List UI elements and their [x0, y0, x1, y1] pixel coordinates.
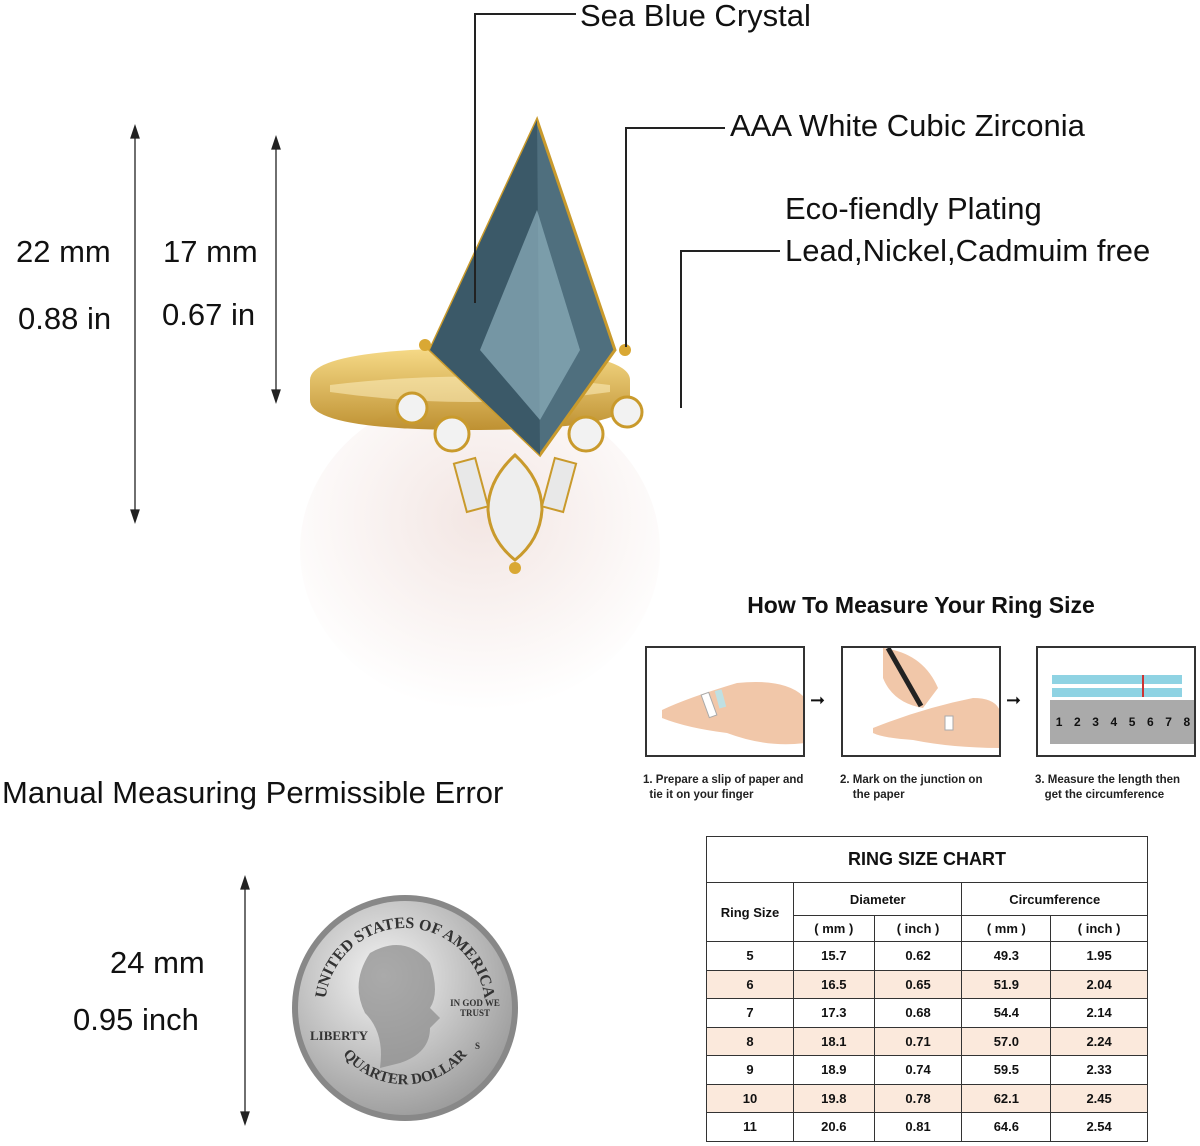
ring-size-chart: RING SIZE CHART Ring Size Diameter Circu… — [706, 836, 1148, 1142]
table-cell: 1.95 — [1050, 941, 1148, 971]
unit-inch: ( inch ) — [873, 915, 963, 942]
callout-crystal: Sea Blue Crystal — [580, 0, 811, 33]
callout-plating-free: Lead,Nickel,Cadmuim free — [785, 233, 1151, 268]
coin-liberty: LIBERTY — [310, 1028, 369, 1043]
table-cell: 11 — [706, 1112, 794, 1142]
table-row: 6 16.5 0.65 51.9 2.04 — [706, 969, 1148, 999]
table-cell: 16.5 — [793, 969, 875, 999]
table-cell: 49.3 — [961, 941, 1052, 971]
arrow-right-icon: ➞ — [810, 690, 826, 710]
table-cell: 54.4 — [961, 998, 1052, 1028]
table-cell: 8 — [706, 1026, 794, 1056]
table-row: 10 19.8 0.78 62.1 2.45 — [706, 1083, 1148, 1113]
table-cell: 2.14 — [1050, 998, 1148, 1028]
callout-zirconia: AAA White Cubic Zirconia — [730, 108, 1085, 143]
coin-diameter-mm: 24 mm — [110, 945, 205, 980]
coin-diameter-in: 0.95 inch — [73, 1002, 199, 1037]
ring-image — [300, 115, 660, 710]
table-cell: 2.54 — [1050, 1112, 1148, 1142]
table-cell: 2.33 — [1050, 1055, 1148, 1085]
quarter-coin-image: UNITED STATES OF AMERICA QUARTER DOLLAR … — [290, 893, 520, 1123]
error-note: Manual Measuring Permissible Error — [2, 775, 504, 810]
table-cell: 18.1 — [793, 1026, 875, 1056]
unit-inch: ( inch ) — [1050, 915, 1148, 942]
dimension-arrows — [130, 123, 281, 1127]
table-cell: 0.62 — [873, 941, 963, 971]
table-cell: 2.24 — [1050, 1026, 1148, 1056]
table-cell: 5 — [706, 941, 794, 971]
table-cell: 10 — [706, 1083, 794, 1113]
table-cell: 9 — [706, 1055, 794, 1085]
table-cell: 15.7 — [793, 941, 875, 971]
step-1-image — [645, 646, 805, 757]
unit-mm: ( mm ) — [793, 915, 875, 942]
table-cell: 2.04 — [1050, 969, 1148, 999]
table-cell: 57.0 — [961, 1026, 1052, 1056]
stone-height-mm: 17 mm — [163, 234, 258, 269]
col-diameter: Diameter — [792, 882, 963, 916]
table-row: 9 18.9 0.74 59.5 2.33 — [706, 1055, 1148, 1085]
step-2-image — [841, 646, 1001, 757]
table-cell: 0.71 — [873, 1026, 963, 1056]
chart-title: RING SIZE CHART — [706, 836, 1148, 883]
table-cell: 6 — [706, 969, 794, 999]
table-cell: 17.3 — [793, 998, 875, 1028]
table-cell: 0.74 — [873, 1055, 963, 1085]
table-row: 11 20.6 0.81 64.6 2.54 — [706, 1112, 1148, 1142]
total-height-mm: 22 mm — [16, 234, 111, 269]
table-cell: 0.68 — [873, 998, 963, 1028]
unit-mm: ( mm ) — [961, 915, 1052, 942]
table-cell: 18.9 — [793, 1055, 875, 1085]
arrow-right-icon: ➞ — [1006, 690, 1022, 710]
table-cell: 62.1 — [961, 1083, 1052, 1113]
step-3-caption: 3. Measure the length then get the circu… — [1035, 774, 1181, 801]
table-cell: 2.45 — [1050, 1083, 1148, 1113]
table-cell: 51.9 — [961, 969, 1052, 999]
table-cell: 0.81 — [873, 1112, 963, 1142]
measure-title: How To Measure Your Ring Size — [747, 592, 1095, 618]
table-cell: 59.5 — [961, 1055, 1052, 1085]
col-circumference: Circumference — [961, 882, 1148, 916]
table-cell: 19.8 — [793, 1083, 875, 1113]
table-cell: 0.65 — [873, 969, 963, 999]
col-ring-size: Ring Size — [706, 882, 794, 942]
table-cell: 7 — [706, 998, 794, 1028]
table-row: 5 15.7 0.62 49.3 1.95 — [706, 941, 1148, 971]
stone-height-in: 0.67 in — [162, 297, 256, 332]
step-1-caption: 1. Prepare a slip of paper and tie it on… — [643, 774, 804, 801]
table-cell: 64.6 — [961, 1112, 1052, 1142]
table-row: 7 17.3 0.68 54.4 2.14 — [706, 998, 1148, 1028]
step-2-caption: 2. Mark on the junction on the paper — [840, 774, 983, 801]
coin-motto: IN GOD WE TRUST — [450, 998, 500, 1018]
table-row: 8 18.1 0.71 57.0 2.24 — [706, 1026, 1148, 1056]
coin-mint: S — [475, 1041, 481, 1051]
table-cell: 20.6 — [793, 1112, 875, 1142]
callout-plating: Eco-fiendly Plating — [785, 191, 1042, 226]
table-cell: 0.78 — [873, 1083, 963, 1113]
total-height-in: 0.88 in — [18, 301, 112, 336]
